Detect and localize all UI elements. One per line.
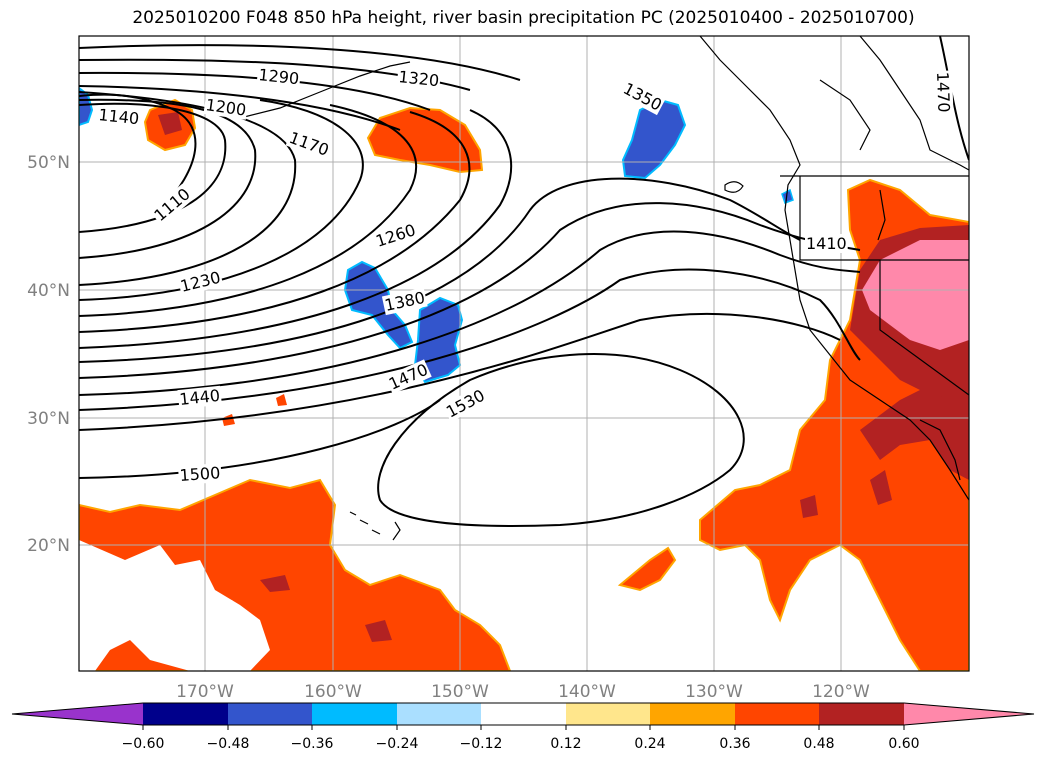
colorbar-tick-label: 0.36 <box>719 736 750 752</box>
contour-label-mask <box>805 234 848 253</box>
colorbar-segment <box>735 703 819 725</box>
contour-label-mask <box>932 70 954 114</box>
lat-tick-label: 20°N <box>27 536 70 556</box>
lon-tick-label: 170°W <box>176 682 234 702</box>
lon-tick-label: 140°W <box>558 682 616 702</box>
map-title: 2025010200 F048 850 hPa height, river ba… <box>132 8 915 28</box>
precip-positive-southwest <box>79 478 512 671</box>
colorbar-tick-label: −0.24 <box>376 736 419 752</box>
height-contours <box>79 36 969 527</box>
lat-tick-label: 50°N <box>27 153 70 173</box>
colorbar-segment <box>481 703 566 725</box>
lon-tick-label: 130°W <box>685 682 743 702</box>
precip-positive-north <box>143 98 484 426</box>
coastlines <box>239 36 969 541</box>
contour-label-mask <box>285 127 333 161</box>
contour-label: 1290 <box>258 65 300 88</box>
contour-label-mask <box>96 104 142 129</box>
lat-tick-label: 40°N <box>27 281 70 301</box>
contour-label: 1140 <box>98 105 140 128</box>
contour-label-mask <box>384 359 432 395</box>
colorbar-tick-label: −0.48 <box>207 736 250 752</box>
contour-label-mask <box>256 64 302 89</box>
lat-tick-label: 30°N <box>27 409 70 429</box>
colorbar-segment <box>228 703 312 725</box>
map-layers <box>79 36 969 671</box>
contour-label: 1500 <box>179 463 221 485</box>
colorbar-extend-max <box>904 703 1034 725</box>
colorbar-extend-min <box>12 703 143 725</box>
contour-label-mask <box>177 463 222 486</box>
contour-label: 1320 <box>398 67 440 90</box>
colorbar-tick-label: −0.60 <box>122 736 165 752</box>
lat-axis: 50°N 40°N 30°N 20°N <box>27 153 70 556</box>
colorbar-tick-label: 0.48 <box>803 736 834 752</box>
contour-label-mask <box>177 267 224 297</box>
contour-label: 1470 <box>933 71 953 112</box>
contour-label: 1440 <box>178 386 220 409</box>
contour-label: 1410 <box>806 234 847 253</box>
colorbar-segment <box>819 703 904 725</box>
contour-label-mask <box>381 287 428 316</box>
map-frame <box>78 35 970 672</box>
colorbar-segment <box>397 703 481 725</box>
colorbar-segment <box>566 703 650 725</box>
colorbar-segment <box>650 703 735 725</box>
contour-label-mask <box>203 95 249 120</box>
lon-axis: 170°W 160°W 150°W 140°W 130°W 120°W <box>176 682 870 702</box>
colorbar-tick-label: −0.12 <box>460 736 503 752</box>
contour-label-mask <box>396 66 442 91</box>
lon-tick-label: 150°W <box>431 682 489 702</box>
colorbar-ticks <box>142 725 905 730</box>
colorbar-tick-label: 0.60 <box>888 736 919 752</box>
colorbar: −0.60 −0.48 −0.36 −0.24 −0.12 0.12 0.24 … <box>11 702 1035 752</box>
contour-label-mask <box>149 183 195 226</box>
colorbar-segment <box>312 703 397 725</box>
contour-label-mask <box>619 78 666 116</box>
colorbar-tick-label: 0.24 <box>634 736 665 752</box>
lon-tick-label: 120°W <box>812 682 870 702</box>
colorbar-tick-label: −0.36 <box>291 736 334 752</box>
lon-tick-label: 160°W <box>304 682 362 702</box>
colorbar-tick-label: 0.12 <box>550 736 581 752</box>
contour-label-mask <box>442 385 489 423</box>
contour-label-mask <box>372 219 419 252</box>
contour-label-mask <box>177 385 222 410</box>
colorbar-segment <box>143 703 228 725</box>
